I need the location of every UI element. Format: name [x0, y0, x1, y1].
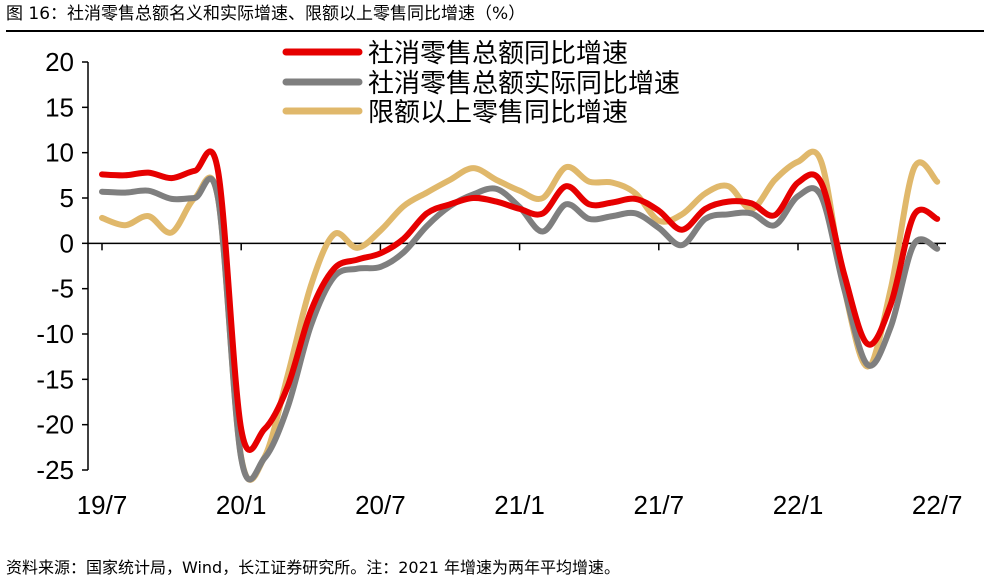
legend-label-3: 限额以上零售同比增速 [368, 98, 628, 128]
y-tick-label: -15 [36, 364, 74, 394]
x-tick-label: 21/7 [633, 490, 684, 520]
x-tick-label: 22/1 [773, 490, 824, 520]
x-tick-label: 20/1 [216, 490, 267, 520]
y-tick-label: -20 [36, 410, 74, 440]
y-tick-label: 5 [60, 183, 74, 213]
y-tick-label: 20 [45, 47, 74, 77]
x-tick-label: 20/7 [355, 490, 406, 520]
series-line-2 [99, 175, 941, 483]
legend-label-2: 社消零售总额实际同比增速 [368, 69, 680, 99]
source-note: 资料来源：国家统计局，Wind，长江证券研究所。注：2021 年增速为两年平均增… [6, 558, 621, 577]
x-axis-ticks: 19/7 20/1 20/7 21/1 21/7 22/1 22/7 [77, 243, 963, 520]
x-tick-label: 19/7 [77, 490, 128, 520]
chart-title: 图 16：社消零售总额名义和实际增速、限额以上零售同比增速（%） [6, 4, 526, 24]
y-tick-label: -10 [36, 319, 74, 349]
y-tick-label: -25 [36, 455, 74, 485]
title-rule [6, 30, 984, 32]
series-lines [99, 148, 941, 483]
legend-label-1: 社消零售总额同比增速 [368, 39, 628, 69]
y-tick-label: 10 [45, 138, 74, 168]
y-axis-ticks: 20 15 10 5 0 -5 -10 -15 -20 -25 [36, 47, 88, 485]
axes [87, 62, 946, 470]
y-tick-label: 15 [45, 92, 74, 122]
series-line-1 [99, 148, 941, 453]
x-tick-label: 21/1 [494, 490, 545, 520]
x-tick-label: 22/7 [912, 490, 963, 520]
y-tick-label: 0 [60, 228, 74, 258]
y-tick-label: -5 [51, 274, 74, 304]
